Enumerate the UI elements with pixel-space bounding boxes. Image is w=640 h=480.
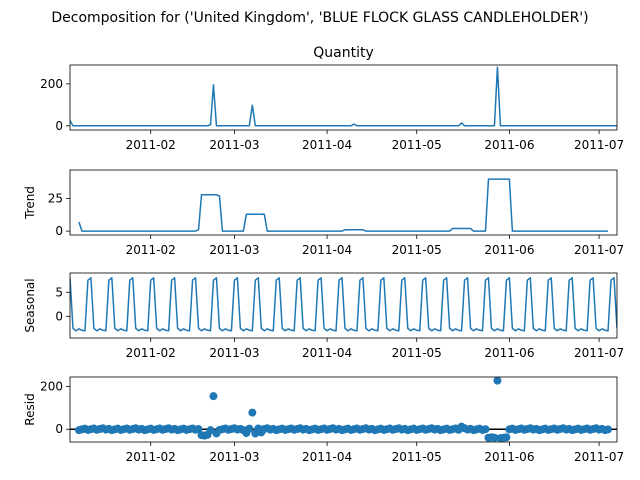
y-tick-label: 5: [55, 285, 63, 299]
x-tick-label: 2011-04: [302, 243, 352, 257]
y-tick-label: 0: [55, 422, 63, 436]
resid-point: [604, 425, 613, 434]
x-tick-label: 2011-06: [484, 346, 534, 360]
panel-data: [78, 178, 609, 232]
figure-suptitle: Decomposition for ('United Kingdom', 'BL…: [51, 10, 588, 26]
x-tick-label: 2011-05: [392, 346, 442, 360]
x-tick-label: 2011-02: [126, 138, 176, 152]
x-tick-label: 2011-02: [126, 346, 176, 360]
x-tick-label: 2011-02: [126, 243, 176, 257]
resid-point: [481, 425, 490, 434]
resid-point: [194, 425, 203, 434]
axes-frame: [69, 272, 618, 339]
x-tick-label: 2011-07: [574, 243, 624, 257]
axes-frame: [69, 376, 618, 443]
x-tick-label: 2011-03: [209, 450, 259, 464]
series-line: [78, 178, 609, 232]
y-tick-label: 200: [40, 380, 63, 394]
x-tick-label: 2011-05: [392, 450, 442, 464]
y-axis-label: Trend: [23, 186, 37, 220]
y-tick-label: 25: [48, 192, 63, 206]
x-tick-label: 2011-06: [484, 138, 534, 152]
x-tick-label: 2011-07: [574, 346, 624, 360]
resid-point: [490, 433, 499, 442]
y-axis-label: Resid: [23, 393, 37, 425]
x-tick-label: 2011-03: [209, 346, 259, 360]
x-tick-label: 2011-06: [484, 243, 534, 257]
panel-title: Quantity: [313, 45, 374, 61]
axes-frame: [69, 64, 618, 131]
x-tick-label: 2011-04: [302, 450, 352, 464]
series-line: [70, 66, 617, 127]
y-tick-label: 0: [55, 224, 63, 238]
y-tick-label: 0: [55, 119, 63, 133]
x-tick-label: 2011-06: [484, 450, 534, 464]
resid-point: [245, 424, 254, 433]
y-axis-label: Seasonal: [23, 278, 37, 332]
resid-point: [248, 408, 257, 417]
panel-observed: 2011-02 2011-03 2011-04 2011-05 2011-06 2011-…: [40, 45, 624, 152]
x-tick-label: 2011-04: [302, 346, 352, 360]
panel-data: [70, 66, 617, 127]
panel-trend: 2011-02 2011-03 2011-04 2011-05 2011-06 2011-…: [23, 169, 624, 257]
x-tick-label: 2011-04: [302, 138, 352, 152]
resid-point: [502, 433, 511, 442]
x-tick-label: 2011-05: [392, 243, 442, 257]
x-tick-label: 2011-03: [209, 243, 259, 257]
y-tick-label: 0: [55, 309, 63, 323]
x-tick-label: 2011-05: [392, 138, 442, 152]
panel-data: [70, 277, 617, 332]
axes-frame: [69, 169, 618, 236]
subplot-panels: 2011-02 2011-03 2011-04 2011-05 2011-06 2011-…: [23, 45, 624, 464]
x-tick-label: 2011-02: [126, 450, 176, 464]
panel-seasonal: 2011-02 2011-03 2011-04 2011-05 2011-06 2011-…: [23, 272, 624, 360]
panel-resid: 2011-02 2011-03 2011-04 2011-05 2011-06 2011-…: [23, 376, 624, 464]
seasonal-line: [70, 277, 617, 332]
x-tick-label: 2011-07: [574, 450, 624, 464]
panel-data: [70, 377, 617, 442]
resid-point: [493, 377, 502, 385]
x-tick-label: 2011-07: [574, 138, 624, 152]
y-tick-label: 200: [40, 77, 63, 91]
resid-point: [206, 426, 215, 435]
resid-point: [209, 392, 218, 401]
x-tick-label: 2011-03: [209, 138, 259, 152]
